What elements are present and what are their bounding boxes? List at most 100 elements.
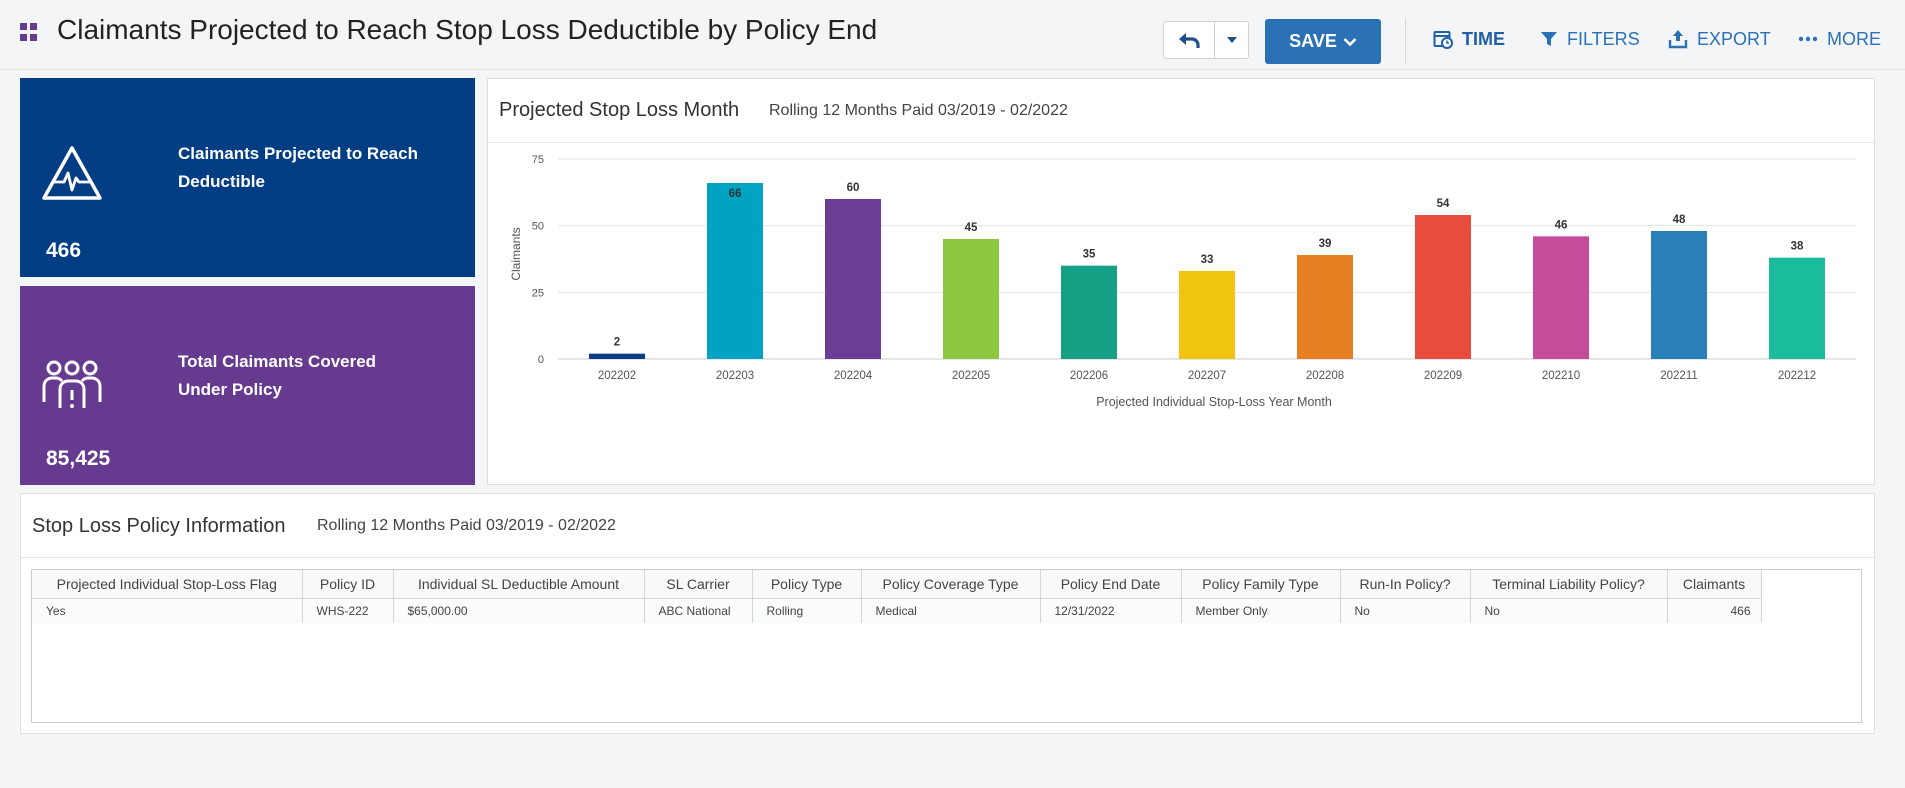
table-cell: No bbox=[1340, 598, 1471, 623]
data-label: 66 bbox=[729, 188, 742, 200]
column-header[interactable]: Terminal Liability Policy? bbox=[1470, 570, 1668, 599]
app-grid-icon[interactable] bbox=[20, 23, 38, 41]
more-dots-icon bbox=[1798, 36, 1818, 42]
column-header[interactable]: Run-In Policy? bbox=[1340, 570, 1471, 599]
bar-202206[interactable] bbox=[1061, 265, 1117, 359]
x-tick-label: 202209 bbox=[1424, 370, 1462, 382]
table-panel-header: Stop Loss Policy Information Rolling 12 … bbox=[21, 494, 1874, 558]
undo-icon bbox=[1179, 33, 1200, 48]
export-icon bbox=[1668, 30, 1688, 49]
bar-202209[interactable] bbox=[1415, 215, 1471, 359]
chart-subtitle: Rolling 12 Months Paid 03/2019 - 02/2022 bbox=[769, 102, 1068, 119]
x-tick-label: 202204 bbox=[834, 370, 873, 382]
more-button[interactable]: MORE bbox=[1798, 27, 1881, 51]
bar-202212[interactable] bbox=[1769, 257, 1825, 359]
y-tick-label: 50 bbox=[532, 221, 544, 233]
y-tick-label: 75 bbox=[532, 154, 544, 166]
caret-down-icon bbox=[1226, 37, 1237, 43]
data-label: 60 bbox=[847, 182, 860, 194]
data-label: 35 bbox=[1083, 249, 1096, 261]
more-label: MORE bbox=[1827, 28, 1881, 49]
column-header[interactable]: SL Carrier bbox=[644, 570, 753, 599]
table-header-row: Projected Individual Stop-Loss Flag Poli… bbox=[32, 570, 1762, 599]
table-row[interactable]: Yes WHS-222 $65,000.00 ABC National Roll… bbox=[32, 598, 1762, 623]
export-button[interactable]: EXPORT bbox=[1668, 27, 1771, 51]
bar-chart: 0 25 50 75 2 202202 66 202203 60 202204 45 202205 35… bbox=[509, 154, 1856, 409]
people-group-icon bbox=[42, 360, 102, 408]
save-button[interactable]: SAVE bbox=[1265, 19, 1381, 64]
column-header[interactable]: Policy ID bbox=[302, 570, 394, 599]
table-cell: 466 bbox=[1667, 598, 1762, 623]
x-axis-label: Projected Individual Stop-Loss Year Mont… bbox=[1096, 395, 1332, 409]
heart-monitor-warning-icon bbox=[42, 146, 102, 200]
column-header[interactable]: Policy Type bbox=[752, 570, 862, 599]
bar-202211[interactable] bbox=[1651, 231, 1707, 359]
projected-stop-loss-chart-panel: Projected Stop Loss Month Rolling 12 Mon… bbox=[487, 78, 1875, 485]
data-label: 2 bbox=[614, 337, 620, 349]
bar-202207[interactable] bbox=[1179, 271, 1235, 359]
data-label: 39 bbox=[1319, 238, 1332, 250]
policy-table: Projected Individual Stop-Loss Flag Poli… bbox=[32, 570, 1762, 623]
table-cell: 12/31/2022 bbox=[1040, 598, 1182, 623]
kpi-card-total-claimants[interactable]: Total Claimants Covered Under Policy 85,… bbox=[20, 286, 475, 485]
y-axis-label: Claimants bbox=[509, 227, 523, 280]
column-header[interactable]: Policy End Date bbox=[1040, 570, 1182, 599]
time-label: TIME bbox=[1462, 28, 1505, 49]
table-cell: Yes bbox=[32, 598, 303, 623]
bar-202203[interactable] bbox=[707, 183, 763, 359]
undo-button[interactable] bbox=[1163, 21, 1215, 59]
column-header[interactable]: Policy Family Type bbox=[1181, 570, 1341, 599]
filters-button[interactable]: FILTERS bbox=[1540, 27, 1640, 51]
table-subtitle: Rolling 12 Months Paid 03/2019 - 02/2022 bbox=[317, 517, 616, 534]
export-label: EXPORT bbox=[1697, 28, 1771, 49]
page-title: Claimants Projected to Reach Stop Loss D… bbox=[57, 14, 878, 45]
column-header[interactable]: Individual SL Deductible Amount bbox=[393, 570, 645, 599]
filters-label: FILTERS bbox=[1567, 28, 1640, 49]
table-cell: No bbox=[1470, 598, 1668, 623]
bar-202202[interactable] bbox=[589, 353, 645, 359]
x-tick-label: 202211 bbox=[1660, 370, 1698, 382]
data-label: 33 bbox=[1201, 254, 1214, 266]
table-cell: Rolling bbox=[752, 598, 862, 623]
page-header: Claimants Projected to Reach Stop Loss D… bbox=[0, 10, 1905, 70]
data-label: 54 bbox=[1437, 198, 1450, 210]
column-header[interactable]: Policy Coverage Type bbox=[861, 570, 1041, 599]
bar-202204[interactable] bbox=[825, 199, 881, 359]
time-button[interactable]: TIME bbox=[1433, 27, 1505, 51]
x-tick-label: 202212 bbox=[1778, 370, 1816, 382]
filter-icon bbox=[1541, 32, 1557, 46]
toolbar-divider bbox=[1405, 18, 1406, 64]
kpi-value: 466 bbox=[46, 239, 82, 262]
table-cell: WHS-222 bbox=[302, 598, 394, 623]
column-header[interactable]: Projected Individual Stop-Loss Flag bbox=[32, 570, 303, 599]
kpi-card-projected-claimants[interactable]: Claimants Projected to Reach Deductible … bbox=[20, 78, 475, 277]
x-tick-label: 202203 bbox=[716, 370, 754, 382]
calendar-clock-icon bbox=[1433, 31, 1453, 49]
table-cell: Medical bbox=[861, 598, 1041, 623]
bar-202208[interactable] bbox=[1297, 255, 1353, 359]
chevron-down-icon bbox=[1343, 37, 1357, 46]
table-cell: ABC National bbox=[644, 598, 753, 623]
y-tick-label: 0 bbox=[538, 354, 544, 366]
kpi-label: Total Claimants Covered Under Policy bbox=[178, 352, 377, 399]
policy-table-container: Projected Individual Stop-Loss Flag Poli… bbox=[31, 569, 1862, 723]
x-tick-label: 202202 bbox=[598, 370, 636, 382]
kpi-value: 85,425 bbox=[46, 447, 111, 470]
bar-202210[interactable] bbox=[1533, 236, 1589, 359]
data-label: 45 bbox=[965, 222, 978, 234]
data-label: 38 bbox=[1791, 241, 1804, 253]
chart-title: Projected Stop Loss Month bbox=[499, 99, 740, 121]
x-tick-label: 202205 bbox=[952, 370, 990, 382]
table-cell: $65,000.00 bbox=[393, 598, 645, 623]
x-tick-label: 202206 bbox=[1070, 370, 1108, 382]
data-label: 48 bbox=[1673, 214, 1686, 226]
save-label: SAVE bbox=[1289, 31, 1337, 51]
data-label: 46 bbox=[1555, 219, 1568, 231]
bar-202205[interactable] bbox=[943, 239, 999, 359]
undo-history-dropdown[interactable] bbox=[1214, 21, 1249, 59]
table-title: Stop Loss Policy Information bbox=[32, 515, 286, 537]
x-tick-label: 202210 bbox=[1542, 370, 1580, 382]
chart-panel-header: Projected Stop Loss Month Rolling 12 Mon… bbox=[488, 79, 1874, 143]
column-header[interactable]: Claimants bbox=[1667, 570, 1762, 599]
stop-loss-policy-panel: Stop Loss Policy Information Rolling 12 … bbox=[20, 493, 1875, 734]
